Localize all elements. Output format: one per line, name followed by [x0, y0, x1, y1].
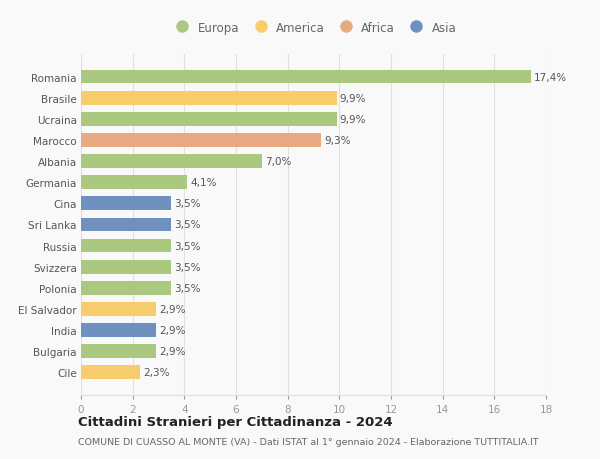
Text: 7,0%: 7,0% — [265, 157, 292, 167]
Text: 17,4%: 17,4% — [533, 73, 567, 82]
Bar — [81, 302, 156, 316]
Legend: Europa, America, Africa, Asia: Europa, America, Africa, Asia — [166, 17, 461, 39]
Bar — [81, 71, 530, 84]
Text: 2,9%: 2,9% — [159, 347, 185, 356]
Bar — [81, 239, 172, 253]
Text: 9,3%: 9,3% — [325, 135, 351, 146]
Text: 3,5%: 3,5% — [175, 241, 201, 251]
Text: 9,9%: 9,9% — [340, 94, 367, 103]
Text: Cittadini Stranieri per Cittadinanza - 2024: Cittadini Stranieri per Cittadinanza - 2… — [78, 415, 392, 428]
Text: 9,9%: 9,9% — [340, 115, 367, 124]
Bar — [81, 260, 172, 274]
Text: 2,3%: 2,3% — [143, 368, 170, 377]
Text: 3,5%: 3,5% — [175, 220, 201, 230]
Text: 2,9%: 2,9% — [159, 325, 185, 335]
Text: 4,1%: 4,1% — [190, 178, 217, 188]
Text: 3,5%: 3,5% — [175, 283, 201, 293]
Bar — [81, 112, 337, 126]
Bar — [81, 176, 187, 190]
Bar — [81, 197, 172, 211]
Bar — [81, 366, 140, 379]
Bar — [81, 281, 172, 295]
Text: 3,5%: 3,5% — [175, 262, 201, 272]
Bar — [81, 134, 321, 147]
Text: 3,5%: 3,5% — [175, 199, 201, 209]
Bar — [81, 345, 156, 358]
Bar — [81, 92, 337, 105]
Text: COMUNE DI CUASSO AL MONTE (VA) - Dati ISTAT al 1° gennaio 2024 - Elaborazione TU: COMUNE DI CUASSO AL MONTE (VA) - Dati IS… — [78, 437, 539, 446]
Bar — [81, 218, 172, 232]
Text: 2,9%: 2,9% — [159, 304, 185, 314]
Bar — [81, 155, 262, 168]
Bar — [81, 324, 156, 337]
